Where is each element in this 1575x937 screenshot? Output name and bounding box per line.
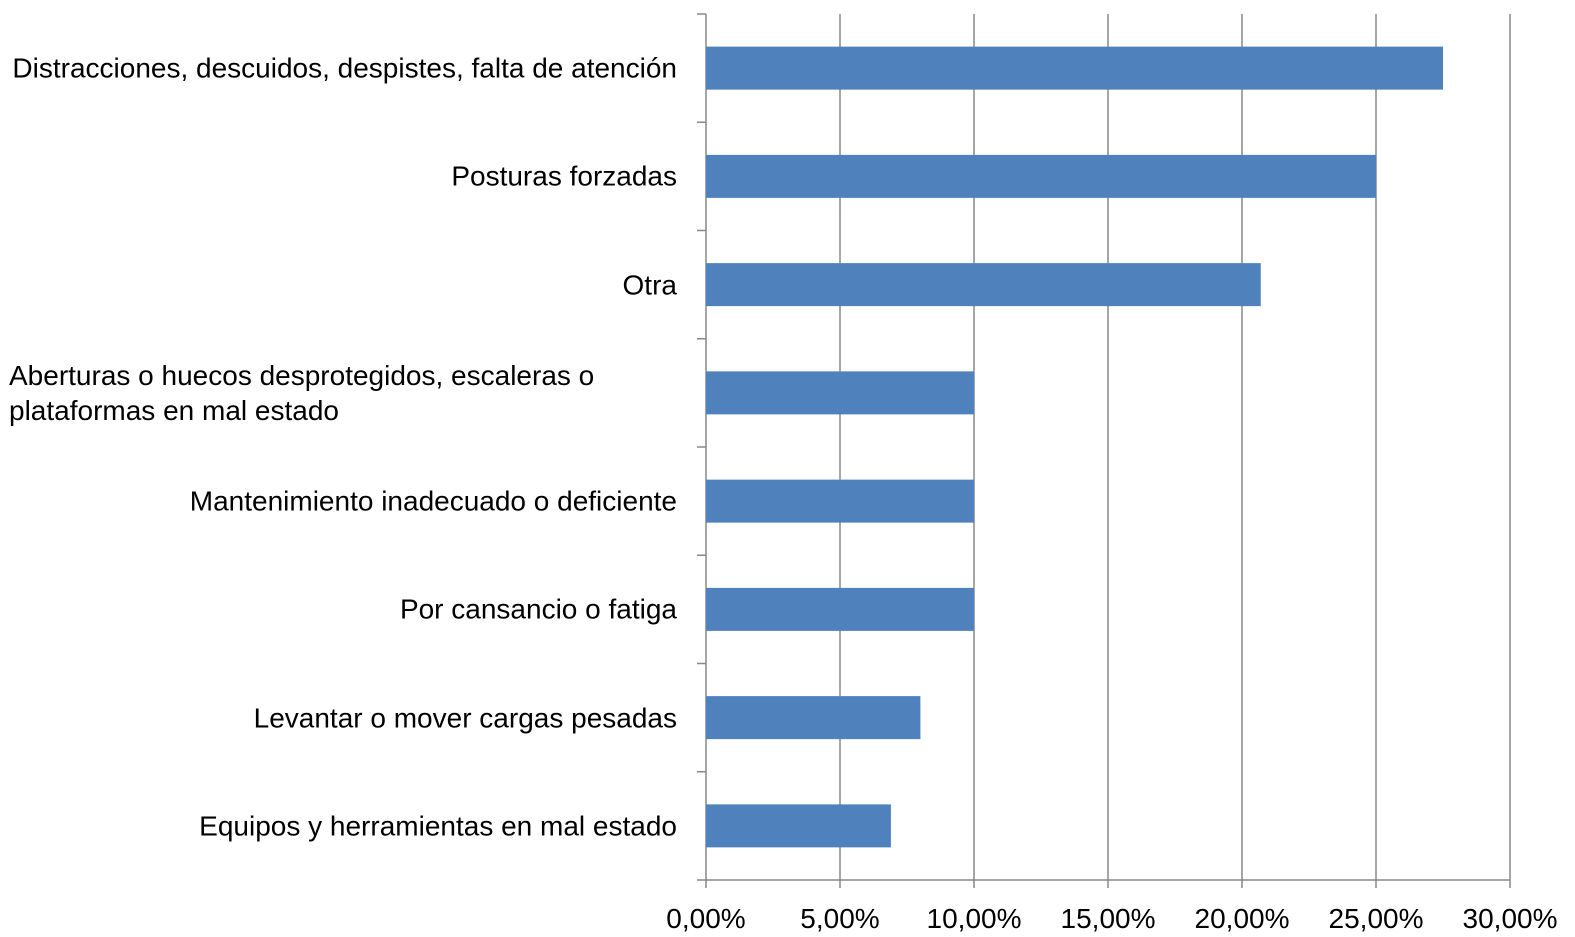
bar	[706, 587, 974, 631]
bar	[706, 804, 891, 848]
x-tick-label: 20,00%	[1195, 903, 1290, 934]
y-tick-label: Distracciones, descuidos, despistes, fal…	[12, 52, 677, 84]
y-tick-label: Levantar o mover cargas pesadas	[253, 702, 677, 734]
x-tick-label: 15,00%	[1061, 903, 1156, 934]
y-tick-label: Posturas forzadas	[451, 160, 677, 192]
y-tick-label: Aberturas o huecos desprotegidos, escale…	[9, 359, 595, 426]
y-tick-label: Mantenimiento inadecuado o deficiente	[189, 485, 677, 517]
x-tick-label: 0,00%	[666, 903, 745, 934]
bar	[706, 371, 974, 415]
x-tick-label: 5,00%	[800, 903, 879, 934]
bar	[706, 46, 1443, 90]
y-tick-label: Equipos y herramientas en mal estado	[199, 810, 677, 842]
y-tick-label: Por cansancio o fatiga	[399, 593, 677, 625]
x-tick-label: 25,00%	[1329, 903, 1424, 934]
y-tick-label: Otra	[622, 269, 677, 301]
bar	[706, 154, 1376, 198]
bar	[706, 479, 974, 523]
bar	[706, 696, 921, 740]
x-tick-label: 30,00%	[1463, 903, 1558, 934]
x-tick-label: 10,00%	[927, 903, 1022, 934]
bar	[706, 263, 1261, 307]
